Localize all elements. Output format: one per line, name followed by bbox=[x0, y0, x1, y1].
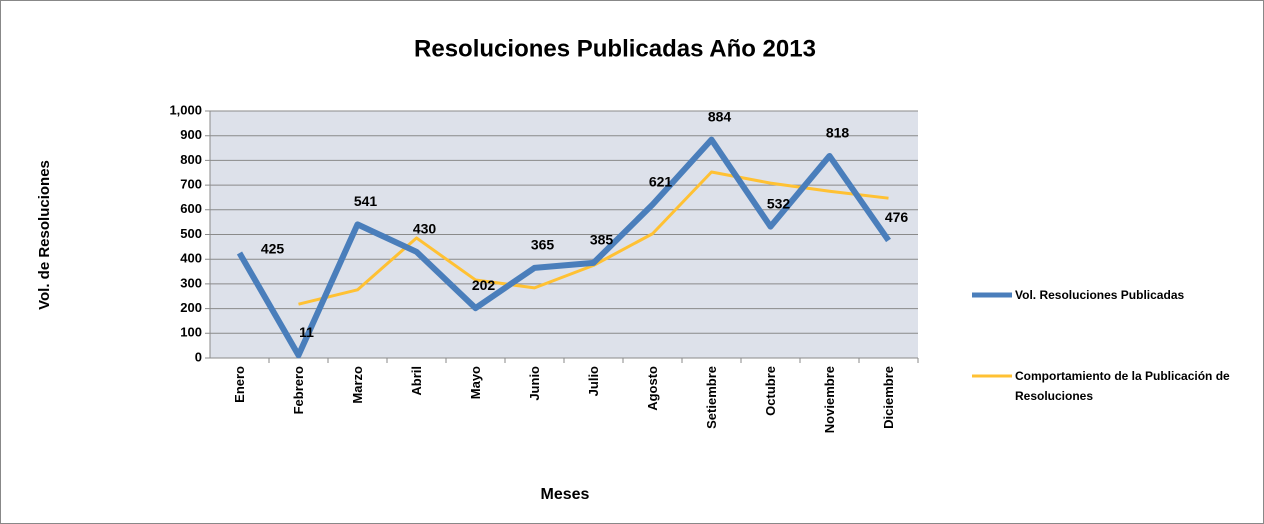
x-tick-label: Enero bbox=[232, 366, 247, 403]
legend-label: Vol. Resoluciones Publicadas bbox=[1015, 288, 1185, 302]
chart-title: Resoluciones Publicadas Año 2013 bbox=[414, 35, 816, 62]
x-axis-label: Meses bbox=[541, 486, 590, 503]
x-tick-label: Febrero bbox=[291, 366, 306, 414]
x-tick-label: Octubre bbox=[763, 366, 778, 416]
x-tick-label: Setiembre bbox=[704, 366, 719, 429]
data-label: 532 bbox=[767, 195, 791, 211]
y-axis-label: Vol. de Resoluciones bbox=[36, 160, 53, 310]
y-tick-label: 900 bbox=[180, 127, 202, 142]
y-tick-label: 1,000 bbox=[169, 102, 202, 117]
x-tick-label: Abril bbox=[409, 366, 424, 396]
x-tick-label: Junio bbox=[527, 366, 542, 401]
y-tick-label: 100 bbox=[180, 325, 202, 340]
data-label: 541 bbox=[354, 193, 378, 209]
y-tick-label: 700 bbox=[180, 177, 202, 192]
y-tick-label: 500 bbox=[180, 226, 202, 241]
y-tick-label: 600 bbox=[180, 201, 202, 216]
data-label: 365 bbox=[531, 237, 555, 253]
x-tick-label: Julio bbox=[586, 366, 601, 396]
data-label: 818 bbox=[826, 125, 850, 141]
x-tick-label: Noviembre bbox=[822, 366, 837, 433]
data-label: 425 bbox=[261, 241, 285, 257]
data-label: 884 bbox=[708, 108, 732, 124]
x-tick-label: Diciembre bbox=[881, 366, 896, 429]
data-label: 202 bbox=[472, 277, 496, 293]
y-tick-label: 800 bbox=[180, 152, 202, 167]
y-tick-label: 400 bbox=[180, 251, 202, 266]
legend-label: Comportamiento de la Publicación de Reso… bbox=[1015, 369, 1230, 403]
data-label: 11 bbox=[299, 324, 314, 340]
data-label: 430 bbox=[413, 220, 437, 236]
x-tick-label: Marzo bbox=[350, 366, 365, 404]
y-tick-label: 300 bbox=[180, 275, 202, 290]
data-label: 476 bbox=[885, 209, 909, 225]
x-tick-label: Mayo bbox=[468, 366, 483, 399]
series-line bbox=[236, 136, 891, 359]
data-label: 385 bbox=[590, 232, 614, 248]
x-tick-label: Agosto bbox=[645, 366, 660, 411]
y-tick-label: 0 bbox=[195, 349, 202, 364]
data-label: 621 bbox=[649, 173, 673, 189]
y-tick-label: 200 bbox=[180, 300, 202, 315]
